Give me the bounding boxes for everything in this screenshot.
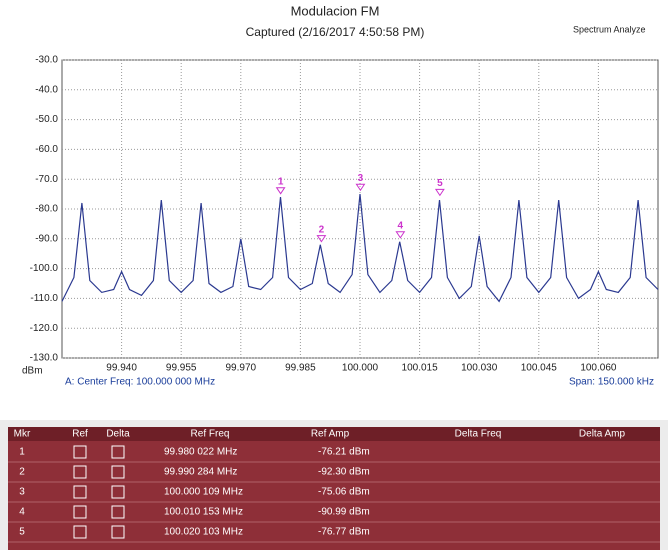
y-tick-label: -100.0	[30, 263, 59, 274]
column-header: Delta Amp	[579, 429, 626, 440]
delta-checkbox[interactable]	[111, 465, 125, 479]
chart-subtitle: Captured (2/16/2017 4:50:58 PM)	[246, 25, 425, 39]
x-tick-label: 100.015	[402, 363, 439, 374]
marker-label: 3	[358, 173, 364, 184]
delta-checkbox[interactable]	[111, 525, 125, 539]
column-header: Delta	[106, 429, 130, 440]
delta-checkbox[interactable]	[111, 445, 125, 459]
x-tick-label: 100.045	[521, 363, 558, 374]
x-tick-label: 100.030	[461, 363, 498, 374]
marker-number: 5	[19, 527, 25, 538]
ref-freq: 99.980 022 MHz	[164, 447, 237, 458]
marker-table	[8, 427, 660, 550]
ref-checkbox[interactable]	[73, 505, 87, 519]
y-tick-label: -80.0	[35, 204, 58, 215]
ref-checkbox[interactable]	[73, 465, 87, 479]
column-header: Ref Amp	[311, 429, 350, 440]
table-header	[8, 427, 660, 441]
marker-number: 1	[19, 447, 25, 458]
marker-label: 5	[437, 178, 443, 189]
marker-number: 2	[19, 467, 25, 478]
x-tick-label: 99.955	[166, 363, 197, 374]
marker-number: 3	[19, 487, 25, 498]
ref-freq: 100.020 103 MHz	[164, 527, 243, 538]
column-header: Delta Freq	[455, 429, 502, 440]
ref-amp: -92.30 dBm	[318, 467, 370, 478]
x-tick-label: 99.985	[285, 363, 316, 374]
center-note: A: Center Freq: 100.000 000 MHz	[65, 377, 215, 388]
ref-checkbox[interactable]	[73, 525, 87, 539]
marker-label: 2	[319, 224, 325, 235]
x-tick-label: 99.970	[226, 363, 257, 374]
ref-checkbox[interactable]	[73, 445, 87, 459]
marker	[355, 183, 366, 192]
ref-checkbox[interactable]	[73, 485, 87, 499]
x-tick-label: 100.000	[342, 363, 379, 374]
app-label: Spectrum Analyze	[573, 24, 646, 34]
span-note: Span: 150.000 kHz	[569, 377, 654, 388]
delta-checkbox[interactable]	[111, 505, 125, 519]
ref-amp: -76.77 dBm	[318, 527, 370, 538]
ref-amp: -76.21 dBm	[318, 447, 370, 458]
y-unit: dBm	[22, 366, 43, 377]
marker	[434, 188, 445, 197]
y-tick-label: -130.0	[30, 353, 59, 364]
x-tick-label: 100.060	[580, 363, 617, 374]
ref-freq: 100.010 153 MHz	[164, 507, 243, 518]
y-tick-label: -40.0	[35, 84, 58, 95]
ref-amp: -75.06 dBm	[318, 487, 370, 498]
marker	[395, 231, 406, 239]
marker-number: 4	[19, 507, 25, 518]
column-header: Ref Freq	[191, 429, 230, 440]
marker	[316, 235, 327, 243]
column-header: Mkr	[14, 429, 31, 440]
y-tick-label: -110.0	[30, 293, 58, 304]
ref-freq: 100.000 109 MHz	[164, 487, 243, 498]
y-tick-label: -30.0	[35, 55, 58, 66]
ref-amp: -90.99 dBm	[318, 507, 370, 518]
marker	[275, 187, 286, 195]
chart-title: Modulacion FM	[291, 3, 380, 18]
y-tick-label: -60.0	[35, 144, 58, 155]
y-tick-label: -90.0	[35, 233, 58, 244]
spectrum-trace	[61, 194, 659, 303]
marker-label: 1	[278, 176, 284, 187]
delta-checkbox[interactable]	[111, 485, 125, 499]
y-tick-label: -50.0	[35, 114, 58, 125]
y-tick-label: -120.0	[30, 323, 59, 334]
y-tick-label: -70.0	[35, 174, 58, 185]
ref-freq: 99.990 284 MHz	[164, 467, 237, 478]
marker-label: 4	[398, 220, 404, 231]
x-tick-label: 99.940	[106, 363, 137, 374]
column-header: Ref	[72, 429, 88, 440]
